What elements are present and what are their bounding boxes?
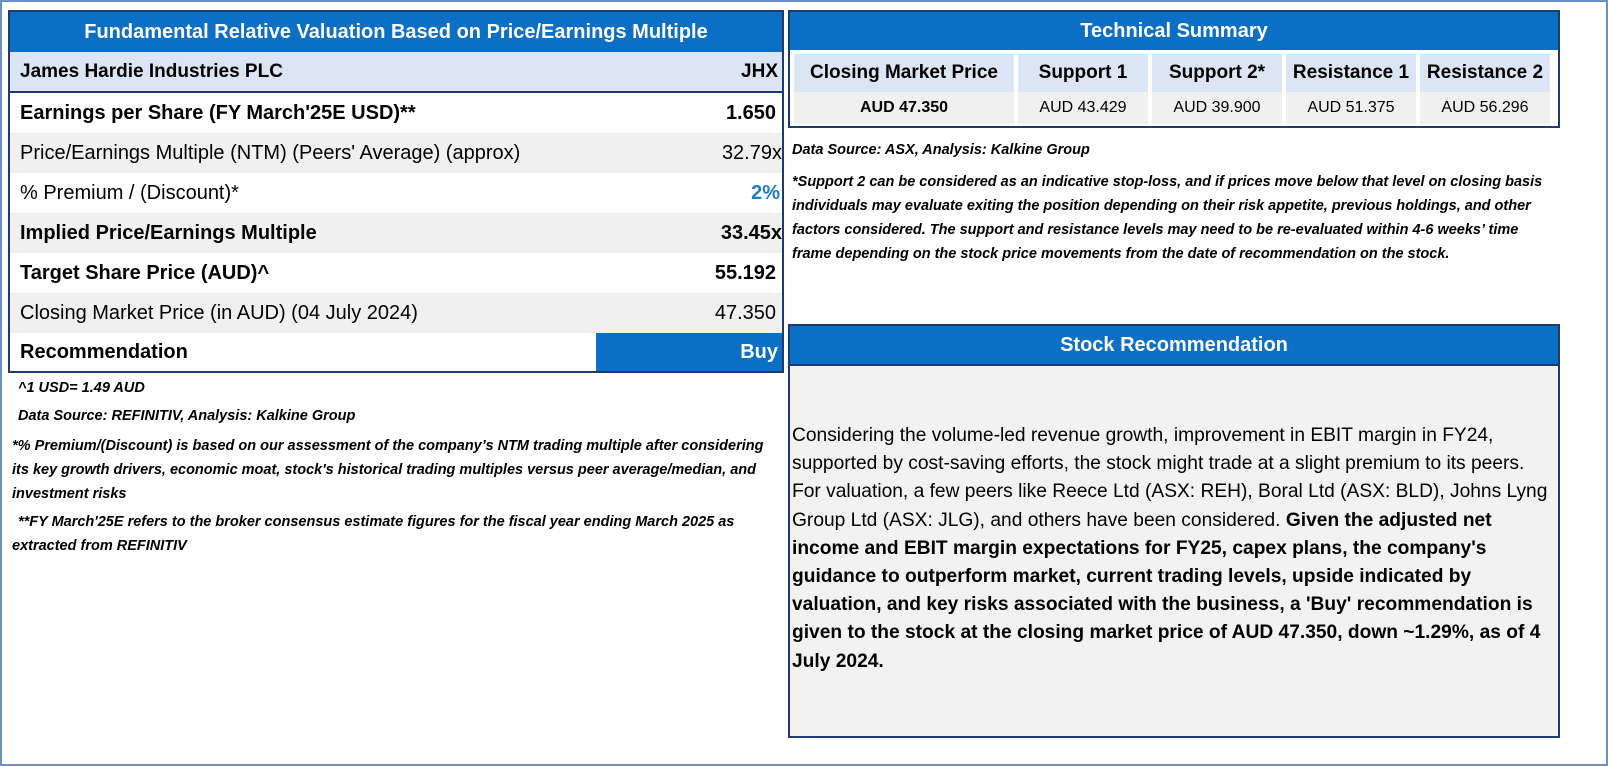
ticker: JHX [741, 61, 778, 82]
tech-value: AUD 43.429 [1018, 92, 1148, 124]
valuation-table: Fundamental Relative Valuation Based on … [8, 10, 784, 373]
row-value: 47.350 [714, 302, 776, 324]
tech-header: Resistance 2 [1420, 54, 1550, 92]
tech-column: Closing Market Price AUD 47.350 [794, 54, 1014, 124]
tech-value: AUD 51.375 [1286, 92, 1416, 124]
premium-note: *% Premium/(Discount) is based on our as… [12, 438, 764, 502]
table-row: Implied Price/Earnings Multiple 33.45x [10, 213, 782, 253]
tech-column: Resistance 1 AUD 51.375 [1286, 54, 1416, 124]
tech-header: Support 2* [1152, 54, 1282, 92]
row-value: 1.650 [725, 102, 776, 124]
fy-note: **FY March'25E refers to the broker cons… [12, 514, 735, 554]
row-label: Price/Earnings Multiple (NTM) (Peers' Av… [20, 142, 521, 164]
tech-source-note: Data Source: ASX, Analysis: Kalkine Grou… [792, 142, 1090, 158]
tech-column: Support 1 AUD 43.429 [1018, 54, 1148, 124]
table-row: Price/Earnings Multiple (NTM) (Peers' Av… [10, 133, 782, 173]
company-name: James Hardie Industries PLC [20, 61, 283, 82]
row-label: % Premium / (Discount)* [20, 182, 239, 204]
table-row: % Premium / (Discount)* 2% [10, 173, 782, 213]
row-label: Implied Price/Earnings Multiple [20, 222, 317, 244]
row-value: 55.192 [714, 262, 776, 284]
row-value: 32.79x [721, 142, 782, 164]
recommendation-title: Stock Recommendation [790, 326, 1558, 366]
tech-value: AUD 39.900 [1152, 92, 1282, 124]
technical-title: Technical Summary [790, 12, 1558, 50]
company-row: James Hardie Industries PLC JHX [10, 52, 782, 93]
table-row: Target Share Price (AUD)^ 55.192 [10, 253, 782, 293]
recommendation-text-bold: Given the adjusted net income and EBIT m… [792, 509, 1541, 672]
valuation-title: Fundamental Relative Valuation Based on … [10, 12, 782, 52]
row-label: Target Share Price (AUD)^ [20, 262, 270, 284]
tech-value: AUD 47.350 [794, 92, 1014, 124]
stock-recommendation: Stock Recommendation Considering the vol… [788, 324, 1560, 738]
support-note: *Support 2 can be considered as an indic… [792, 174, 1543, 262]
row-label: Earnings per Share (FY March'25E USD)** [20, 102, 416, 124]
tech-header: Support 1 [1018, 54, 1148, 92]
tech-column: Support 2* AUD 39.900 [1152, 54, 1282, 124]
table-row: Earnings per Share (FY March'25E USD)** … [10, 93, 782, 133]
row-label: Closing Market Price (in AUD) (04 July 2… [20, 302, 418, 324]
technical-summary: Technical Summary Closing Market Price A… [788, 10, 1560, 128]
valuation-notes: ^1 USD= 1.49 AUD Data Source: REFINITIV,… [12, 376, 772, 558]
tech-column: Resistance 2 AUD 56.296 [1420, 54, 1550, 124]
recommendation-text: Considering the volume-led revenue growt… [792, 422, 1554, 676]
source-note: Data Source: REFINITIV, Analysis: Kalkin… [18, 408, 356, 424]
row-value: 33.45x [720, 222, 782, 244]
premium-value: 2% [751, 182, 780, 204]
recommendation-row: Recommendation Buy [10, 333, 782, 371]
fx-note: ^1 USD= 1.49 AUD [18, 380, 145, 396]
tech-header: Closing Market Price [794, 54, 1014, 92]
recommendation-label: Recommendation [20, 341, 188, 363]
recommendation-text-regular: Considering the volume-led revenue growt… [792, 425, 1548, 531]
tech-value: AUD 56.296 [1420, 92, 1550, 124]
recommendation-value: Buy [596, 333, 782, 371]
tech-header: Resistance 1 [1286, 54, 1416, 92]
technical-grid: Closing Market Price AUD 47.350 Support … [790, 50, 1558, 124]
technical-notes: Data Source: ASX, Analysis: Kalkine Grou… [792, 138, 1552, 266]
table-row: Closing Market Price (in AUD) (04 July 2… [10, 293, 782, 333]
